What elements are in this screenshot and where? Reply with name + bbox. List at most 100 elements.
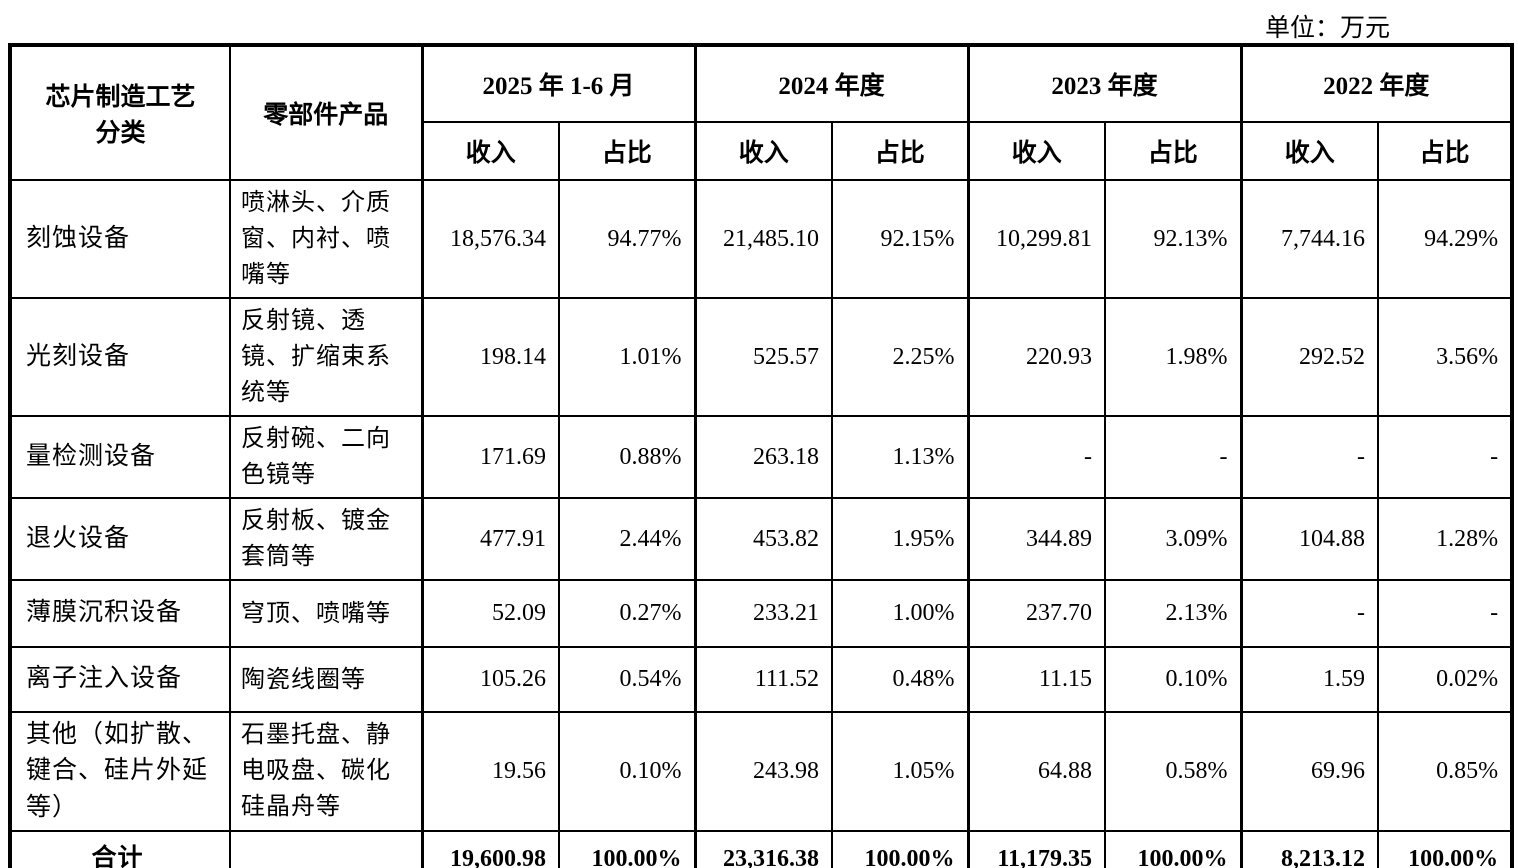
category-cell: 光刻设备 <box>9 297 231 417</box>
header-period-2023: 2023 年度 <box>966 44 1243 123</box>
total-revenue-cell: 23,316.38 <box>693 829 834 868</box>
header-revenue-2025: 收入 <box>420 121 560 181</box>
revenue-cell: 18,576.34 <box>420 179 560 299</box>
share-cell: 92.15% <box>831 179 970 299</box>
header-process-category: 芯片制造工艺 分类 <box>9 44 231 181</box>
revenue-cell: 237.70 <box>966 579 1107 648</box>
revenue-cell: 453.82 <box>693 497 834 581</box>
share-cell: 2.13% <box>1104 579 1243 648</box>
products-cell: 反射碗、二向色镜等 <box>229 415 423 499</box>
header-row-measures: 收入 占比 收入 占比 收入 占比 收入 占比 <box>10 121 1514 181</box>
revenue-cell: 243.98 <box>693 711 834 832</box>
table-row-other: 其他（如扩散、键合、硅片外延等） 石墨托盘、静电吸盘、碳化硅晶舟等 19.56 … <box>9 711 1514 832</box>
share-cell: 1.00% <box>831 579 970 648</box>
header-component-products: 零部件产品 <box>229 44 423 181</box>
products-cell: 陶瓷线圈等 <box>229 646 423 713</box>
share-cell: 2.25% <box>831 297 970 417</box>
revenue-cell: 525.57 <box>693 297 834 417</box>
total-share-cell: 100.00% <box>557 829 697 868</box>
share-cell: 0.10% <box>557 711 697 832</box>
header-period-2024: 2024 年度 <box>693 44 970 123</box>
revenue-cell: 292.52 <box>1239 297 1380 417</box>
category-cell: 薄膜沉积设备 <box>9 579 231 648</box>
revenue-cell: - <box>1239 579 1380 648</box>
share-cell: - <box>1377 415 1514 499</box>
revenue-cell: 477.91 <box>420 497 560 581</box>
share-cell: 3.56% <box>1377 297 1514 417</box>
revenue-cell: 111.52 <box>693 646 834 713</box>
category-cell: 刻蚀设备 <box>9 179 231 299</box>
revenue-cell: 104.88 <box>1239 497 1380 581</box>
total-share-cell: 100.00% <box>831 829 970 868</box>
table-row-metrology: 量检测设备 反射碗、二向色镜等 171.69 0.88% 263.18 1.13… <box>9 415 1514 499</box>
share-cell: 0.02% <box>1377 646 1514 713</box>
header-share-2022: 占比 <box>1377 121 1514 181</box>
revenue-cell: 19.56 <box>420 711 560 832</box>
share-cell: 1.13% <box>831 415 970 499</box>
revenue-cell: 198.14 <box>420 297 560 417</box>
share-cell: 1.98% <box>1104 297 1243 417</box>
header-row-periods: 芯片制造工艺 分类 零部件产品 2025 年 1-6 月 2024 年度 202… <box>9 44 1514 181</box>
share-cell: - <box>1377 579 1514 648</box>
revenue-cell: - <box>966 415 1107 499</box>
revenue-cell: 263.18 <box>693 415 834 499</box>
revenue-cell: 344.89 <box>966 497 1107 581</box>
total-products-cell <box>229 829 423 868</box>
share-cell: 0.58% <box>1104 711 1243 832</box>
share-cell: 0.85% <box>1377 711 1514 832</box>
products-cell: 石墨托盘、静电吸盘、碳化硅晶舟等 <box>229 711 423 832</box>
revenue-cell: 69.96 <box>1239 711 1380 832</box>
header-process-category-line2: 分类 <box>95 120 146 147</box>
header-revenue-2023: 收入 <box>966 121 1107 181</box>
revenue-table: 芯片制造工艺 分类 零部件产品 2025 年 1-6 月 2024 年度 202… <box>8 43 1515 868</box>
revenue-cell: 21,485.10 <box>693 179 834 299</box>
share-cell: 0.10% <box>1104 646 1243 713</box>
total-revenue-cell: 19,600.98 <box>420 829 560 868</box>
header-period-2022: 2022 年度 <box>1239 44 1514 123</box>
products-cell: 穹顶、喷嘴等 <box>229 579 423 648</box>
category-cell: 离子注入设备 <box>9 646 231 713</box>
revenue-cell: 64.88 <box>966 711 1107 832</box>
revenue-cell: 220.93 <box>966 297 1107 417</box>
total-revenue-cell: 11,179.35 <box>966 829 1107 868</box>
revenue-cell: 1.59 <box>1239 646 1380 713</box>
header-share-2025: 占比 <box>557 121 697 181</box>
products-cell: 反射镜、透镜、扩缩束系统等 <box>229 297 423 417</box>
total-label-cell: 合计 <box>9 829 231 868</box>
revenue-cell: 171.69 <box>420 415 560 499</box>
header-revenue-2022: 收入 <box>1239 121 1380 181</box>
category-cell: 退火设备 <box>9 497 231 581</box>
share-cell: 0.27% <box>557 579 697 648</box>
table-row-thin-film: 薄膜沉积设备 穹顶、喷嘴等 52.09 0.27% 233.21 1.00% 2… <box>9 579 1514 648</box>
table-row-etching: 刻蚀设备 喷淋头、介质窗、内衬、喷嘴等 18,576.34 94.77% 21,… <box>9 179 1514 299</box>
total-revenue-cell: 8,213.12 <box>1239 829 1380 868</box>
share-cell: - <box>1104 415 1243 499</box>
unit-label: 单位：万元 <box>1264 15 1390 42</box>
category-cell: 量检测设备 <box>9 415 231 499</box>
table-row-annealing: 退火设备 反射板、镀金套筒等 477.91 2.44% 453.82 1.95%… <box>9 497 1514 581</box>
revenue-cell: 233.21 <box>693 579 834 648</box>
revenue-cell: 7,744.16 <box>1239 179 1380 299</box>
share-cell: 0.54% <box>557 646 697 713</box>
header-revenue-2024: 收入 <box>693 121 834 181</box>
share-cell: 1.05% <box>831 711 970 832</box>
revenue-cell: 105.26 <box>420 646 560 713</box>
share-cell: 94.77% <box>557 179 697 299</box>
table-row-ion-implant: 离子注入设备 陶瓷线圈等 105.26 0.54% 111.52 0.48% 1… <box>9 646 1514 713</box>
share-cell: 1.01% <box>557 297 697 417</box>
share-cell: 3.09% <box>1104 497 1243 581</box>
products-cell: 喷淋头、介质窗、内衬、喷嘴等 <box>229 179 423 299</box>
share-cell: 94.29% <box>1377 179 1514 299</box>
revenue-cell: 10,299.81 <box>966 179 1107 299</box>
revenue-cell: 52.09 <box>420 579 560 648</box>
table-row-lithography: 光刻设备 反射镜、透镜、扩缩束系统等 198.14 1.01% 525.57 2… <box>9 297 1514 417</box>
share-cell: 0.48% <box>831 646 970 713</box>
revenue-cell: 11.15 <box>966 646 1107 713</box>
header-period-2025: 2025 年 1-6 月 <box>420 44 697 123</box>
category-cell: 其他（如扩散、键合、硅片外延等） <box>9 711 231 832</box>
header-process-category-line1: 芯片制造工艺 <box>45 84 196 111</box>
total-share-cell: 100.00% <box>1104 829 1243 868</box>
share-cell: 92.13% <box>1104 179 1243 299</box>
share-cell: 0.88% <box>557 415 697 499</box>
table-row-total: 合计 19,600.98 100.00% 23,316.38 100.00% 1… <box>9 829 1514 868</box>
